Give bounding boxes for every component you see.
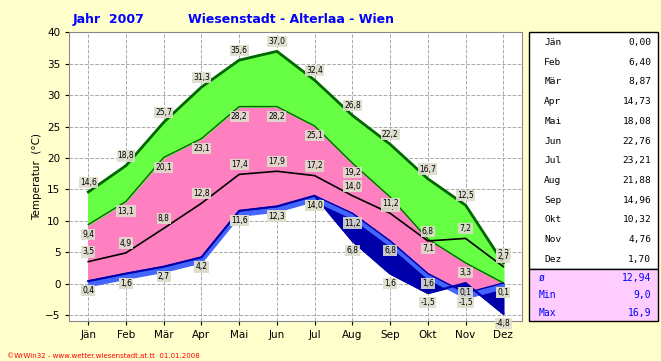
- Text: Aug: Aug: [544, 176, 561, 185]
- Text: Okt: Okt: [544, 216, 561, 225]
- Text: 17,2: 17,2: [306, 161, 323, 170]
- Text: 14,0: 14,0: [306, 201, 323, 210]
- Text: 6,8: 6,8: [346, 246, 358, 255]
- Text: 23,1: 23,1: [193, 144, 210, 153]
- Text: Jän: Jän: [544, 38, 561, 47]
- Text: 20,1: 20,1: [155, 163, 172, 171]
- Text: 14,6: 14,6: [80, 178, 97, 187]
- Text: 7,2: 7,2: [459, 224, 471, 233]
- Text: 23,21: 23,21: [623, 156, 651, 165]
- Text: 4,2: 4,2: [196, 262, 208, 271]
- Text: 6,8: 6,8: [422, 227, 434, 236]
- Text: ø: ø: [539, 273, 545, 283]
- Text: 11,2: 11,2: [382, 199, 399, 208]
- Text: 22,76: 22,76: [623, 136, 651, 145]
- Text: 35,6: 35,6: [231, 46, 248, 55]
- Text: 13,1: 13,1: [118, 206, 134, 216]
- Text: 0,00: 0,00: [628, 38, 651, 47]
- Text: 12,5: 12,5: [457, 191, 474, 200]
- Text: 18,08: 18,08: [623, 117, 651, 126]
- Text: 2,7: 2,7: [497, 252, 510, 261]
- Text: 1,6: 1,6: [120, 279, 132, 288]
- Text: -1,5: -1,5: [420, 298, 435, 307]
- Text: Max: Max: [539, 308, 557, 318]
- Text: 12,3: 12,3: [268, 212, 286, 221]
- Text: 3,3: 3,3: [497, 249, 510, 258]
- Text: Nov: Nov: [544, 235, 561, 244]
- Text: 6,8: 6,8: [384, 246, 396, 255]
- Text: 14,0: 14,0: [344, 182, 361, 191]
- Text: 17,4: 17,4: [231, 160, 248, 169]
- Text: 7,1: 7,1: [422, 244, 434, 253]
- Text: 25,1: 25,1: [306, 131, 323, 140]
- Text: Sep: Sep: [544, 196, 561, 205]
- Text: 14,0: 14,0: [306, 201, 323, 210]
- Text: 10,32: 10,32: [623, 216, 651, 225]
- Text: 1,70: 1,70: [628, 255, 651, 264]
- Text: 11,6: 11,6: [231, 216, 248, 225]
- Text: -1,5: -1,5: [458, 298, 473, 307]
- Text: 16,9: 16,9: [628, 308, 651, 318]
- Text: 2,7: 2,7: [158, 272, 170, 281]
- Text: 26,8: 26,8: [344, 101, 361, 110]
- Text: Apr: Apr: [544, 97, 561, 106]
- Text: 28,2: 28,2: [268, 112, 286, 121]
- Text: Jahr  2007: Jahr 2007: [73, 13, 145, 26]
- Text: 8,87: 8,87: [628, 77, 651, 86]
- Text: 17,9: 17,9: [268, 157, 286, 166]
- Text: 14,73: 14,73: [623, 97, 651, 106]
- Text: 3,5: 3,5: [82, 247, 95, 256]
- Text: 18,8: 18,8: [118, 151, 134, 160]
- Text: 37,0: 37,0: [268, 37, 286, 46]
- Text: Feb: Feb: [544, 58, 561, 66]
- Text: 11,6: 11,6: [231, 216, 248, 225]
- Text: 8,8: 8,8: [158, 214, 170, 223]
- Text: Min: Min: [539, 290, 557, 300]
- Text: 11,2: 11,2: [344, 218, 361, 227]
- Text: 14,96: 14,96: [623, 196, 651, 205]
- Text: 12,8: 12,8: [193, 189, 210, 198]
- Text: 0,1: 0,1: [497, 288, 510, 297]
- Text: 32,4: 32,4: [306, 66, 323, 75]
- Text: 22,2: 22,2: [382, 130, 399, 139]
- Text: 19,2: 19,2: [344, 168, 361, 177]
- Text: Wiesenstadt - Alterlaa - Wien: Wiesenstadt - Alterlaa - Wien: [188, 13, 394, 26]
- Text: 1,6: 1,6: [422, 279, 434, 288]
- Text: Jun: Jun: [544, 136, 561, 145]
- Text: 0,1: 0,1: [497, 288, 510, 297]
- Text: Mär: Mär: [544, 77, 561, 86]
- Text: 4,2: 4,2: [196, 262, 208, 271]
- Text: 0,1: 0,1: [459, 288, 471, 297]
- Text: 16,7: 16,7: [420, 165, 436, 174]
- Text: 4,9: 4,9: [120, 239, 132, 248]
- Text: 12,3: 12,3: [268, 212, 286, 221]
- Text: Dez: Dez: [544, 255, 561, 264]
- Text: 25,7: 25,7: [155, 108, 172, 117]
- Text: 2,7: 2,7: [158, 272, 170, 281]
- Text: 31,3: 31,3: [193, 73, 210, 82]
- FancyBboxPatch shape: [529, 32, 658, 269]
- Text: 9,0: 9,0: [634, 290, 651, 300]
- Text: 28,2: 28,2: [231, 112, 247, 121]
- Text: 0,4: 0,4: [82, 286, 95, 295]
- Text: ©WrWin32 - www.wetter.wiesenstadt.at.tt  01.01.2008: ©WrWin32 - www.wetter.wiesenstadt.at.tt …: [7, 353, 200, 359]
- Text: 1,6: 1,6: [120, 279, 132, 288]
- Y-axis label: Temperatur  (°C): Temperatur (°C): [32, 134, 42, 220]
- Text: Mai: Mai: [544, 117, 561, 126]
- Text: 21,88: 21,88: [623, 176, 651, 185]
- Text: 6,40: 6,40: [628, 58, 651, 66]
- Text: -4,8: -4,8: [496, 319, 511, 328]
- Text: 3,3: 3,3: [459, 268, 472, 277]
- Text: 9,4: 9,4: [82, 230, 95, 239]
- Text: 12,94: 12,94: [622, 273, 651, 283]
- Text: 4,76: 4,76: [628, 235, 651, 244]
- Text: 1,6: 1,6: [384, 279, 396, 288]
- Text: 13,8: 13,8: [382, 202, 399, 211]
- FancyBboxPatch shape: [529, 269, 658, 321]
- Text: 0,4: 0,4: [82, 286, 95, 295]
- Text: Jul: Jul: [544, 156, 561, 165]
